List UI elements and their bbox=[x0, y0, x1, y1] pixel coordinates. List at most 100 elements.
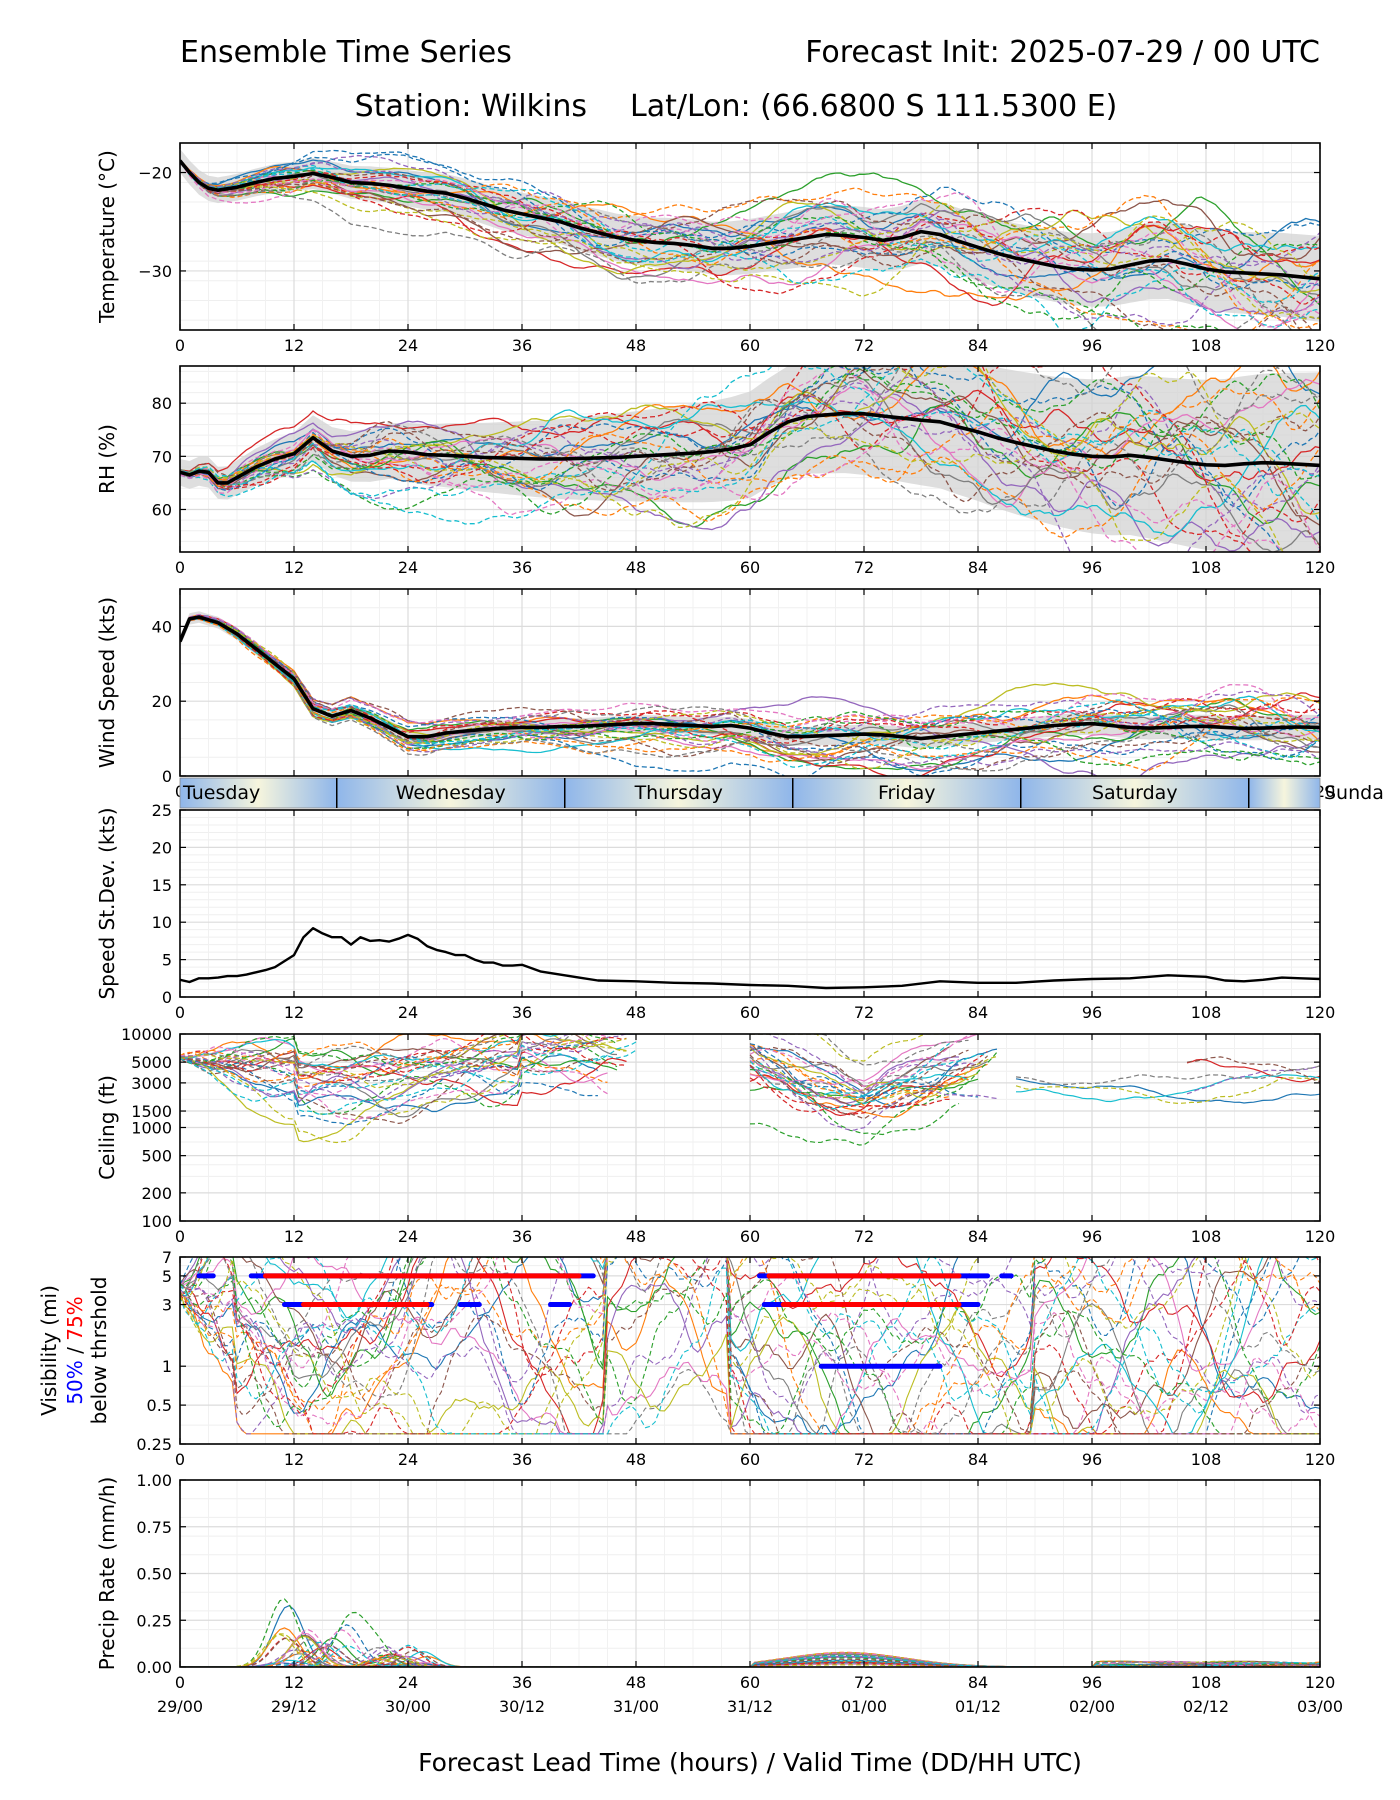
ceiling-members bbox=[180, 1034, 1320, 1146]
member-line bbox=[180, 159, 1320, 320]
y-tick-label: 1.00 bbox=[136, 1471, 172, 1490]
valid-time-label: 02/12 bbox=[1183, 1697, 1229, 1716]
member-line bbox=[180, 614, 1320, 767]
day-label: Saturday bbox=[1092, 782, 1178, 804]
x-tick-label: 0 bbox=[175, 1227, 185, 1246]
member-line bbox=[180, 616, 1320, 771]
ensemble-mean-line bbox=[180, 411, 1320, 485]
x-tick-label: 36 bbox=[512, 1450, 532, 1469]
station-label: Station: Wilkins bbox=[355, 89, 587, 124]
y-axis-label: Wind Speed (kts) bbox=[95, 597, 119, 768]
y-tick-label: 0.50 bbox=[136, 1565, 172, 1584]
y-axis-label: RH (%) bbox=[95, 424, 119, 494]
x-tick-label: 60 bbox=[740, 1003, 760, 1022]
valid-time-label: 03/00 bbox=[1297, 1697, 1343, 1716]
x-tick-label: 36 bbox=[512, 1003, 532, 1022]
y-tick-label: 70 bbox=[152, 447, 172, 466]
day-segment bbox=[1248, 778, 1320, 808]
member-line bbox=[180, 159, 1293, 330]
x-tick-label: 120 bbox=[1305, 1673, 1336, 1692]
member-line bbox=[180, 160, 1320, 315]
day-band-frame bbox=[179, 777, 1321, 809]
x-tick-label: 36 bbox=[512, 1673, 532, 1692]
visibility-member-line bbox=[180, 1257, 1320, 1435]
x-tick-label: 84 bbox=[968, 1003, 988, 1022]
x-tick-label: 0 bbox=[175, 558, 185, 577]
member-line bbox=[180, 426, 1284, 552]
x-tick-label: 12 bbox=[284, 1003, 304, 1022]
ceiling-member-line bbox=[180, 1041, 950, 1116]
x-tick-label: 60 bbox=[740, 558, 760, 577]
y-tick-label: 10 bbox=[152, 913, 172, 932]
ceiling-member-line bbox=[180, 1034, 950, 1095]
ceiling-member-line bbox=[180, 1034, 1320, 1104]
visibility-member-line bbox=[180, 1257, 1320, 1435]
valid-time-label: 29/00 bbox=[157, 1697, 203, 1716]
x-tick-label: 72 bbox=[854, 1450, 874, 1469]
x-tick-label: 24 bbox=[398, 336, 418, 355]
temperature-mean bbox=[180, 159, 1320, 281]
y-tick-label: −20 bbox=[138, 164, 172, 183]
ceiling-member-line bbox=[180, 1039, 1320, 1144]
x-tick-label: 84 bbox=[968, 1673, 988, 1692]
ceiling-member-line bbox=[180, 1046, 969, 1091]
x-tick-label: 96 bbox=[1082, 1003, 1102, 1022]
x-tick-label: 0 bbox=[175, 336, 185, 355]
ceiling-grid bbox=[179, 1033, 1321, 1222]
x-tick-label: 60 bbox=[740, 336, 760, 355]
x-tick-label: 12 bbox=[284, 1673, 304, 1692]
y-tick-label: 20 bbox=[152, 838, 172, 857]
y-tick-label: 40 bbox=[152, 617, 172, 636]
y-tick-label: 5000 bbox=[131, 1053, 172, 1072]
ensemble-mean-line bbox=[180, 159, 1320, 281]
member-line bbox=[180, 393, 1320, 503]
temperature-panel: 0 12 24 36 48 60 72 84 96 108 120 −20 −30 Temperature… bbox=[95, 142, 1335, 355]
y-axis-label: Temperature (°C) bbox=[95, 150, 119, 324]
y-tick-label: 10000 bbox=[121, 1025, 172, 1044]
visibility-member-line bbox=[180, 1257, 1300, 1435]
member-line bbox=[180, 393, 1320, 552]
y-tick-label: 80 bbox=[152, 394, 172, 413]
member-line bbox=[180, 400, 1320, 537]
member-line bbox=[180, 160, 1320, 329]
y-axis-label: Visibility (mi) bbox=[37, 1285, 61, 1416]
x-tick-label: 96 bbox=[1082, 1227, 1102, 1246]
visibility-member-line bbox=[180, 1257, 1320, 1428]
x-tick-label: 60 bbox=[740, 1673, 760, 1692]
x-tick-label: 108 bbox=[1191, 1673, 1222, 1692]
member-line bbox=[180, 614, 1320, 771]
visibility-member-line bbox=[180, 1257, 1320, 1435]
valid-time-label: 29/12 bbox=[271, 1697, 317, 1716]
member-line bbox=[180, 153, 1320, 290]
visibility-member-line bbox=[180, 1257, 1320, 1435]
x-tick-label: 60 bbox=[740, 1450, 760, 1469]
x-tick-label: 72 bbox=[854, 1227, 874, 1246]
x-tick-label: 120 bbox=[1305, 558, 1336, 577]
member-line bbox=[180, 366, 1320, 525]
x-tick-label: 24 bbox=[398, 1227, 418, 1246]
x-tick-label: 60 bbox=[740, 1227, 760, 1246]
x-tick-label: 84 bbox=[968, 558, 988, 577]
member-line bbox=[180, 160, 1320, 320]
precip-panel: 0 12 24 36 48 60 72 84 96 108 120 0.00 0.25 0.50 0.75 1… bbox=[95, 1471, 1335, 1692]
visibility-members bbox=[180, 1257, 1320, 1435]
visibility-member-line bbox=[180, 1257, 1320, 1435]
valid-time-label: 02/00 bbox=[1069, 1697, 1115, 1716]
x-tick-label: 108 bbox=[1191, 1003, 1222, 1022]
valid-time-label: 30/00 bbox=[385, 1697, 431, 1716]
x-tick-label: 72 bbox=[854, 336, 874, 355]
valid-time-label: 31/12 bbox=[727, 1697, 773, 1716]
y-tick-label: 20 bbox=[152, 692, 172, 711]
visibility-panel: 0 12 24 36 48 60 72 84 96 108 120 0.25 0.5 1 3 57 Visibi… bbox=[37, 1248, 1335, 1469]
y-tick-label: 1500 bbox=[131, 1102, 172, 1121]
visibility-member-line bbox=[180, 1257, 1318, 1435]
x-tick-label: 0 bbox=[175, 1673, 185, 1692]
legend-50: 50% bbox=[63, 1360, 87, 1404]
y-tick-label: 100 bbox=[141, 1212, 172, 1231]
day-segment bbox=[336, 778, 565, 808]
precip-member-line bbox=[180, 1647, 1320, 1667]
visibility-axes: 0 12 24 36 48 60 72 84 96 108 120 0.25 0.5 1 3 57 Visibi… bbox=[37, 1248, 1335, 1469]
visibility-threshold-bars bbox=[196, 1273, 1014, 1369]
day-label: Thursday bbox=[634, 782, 723, 804]
day-label: Tuesday bbox=[182, 782, 260, 804]
